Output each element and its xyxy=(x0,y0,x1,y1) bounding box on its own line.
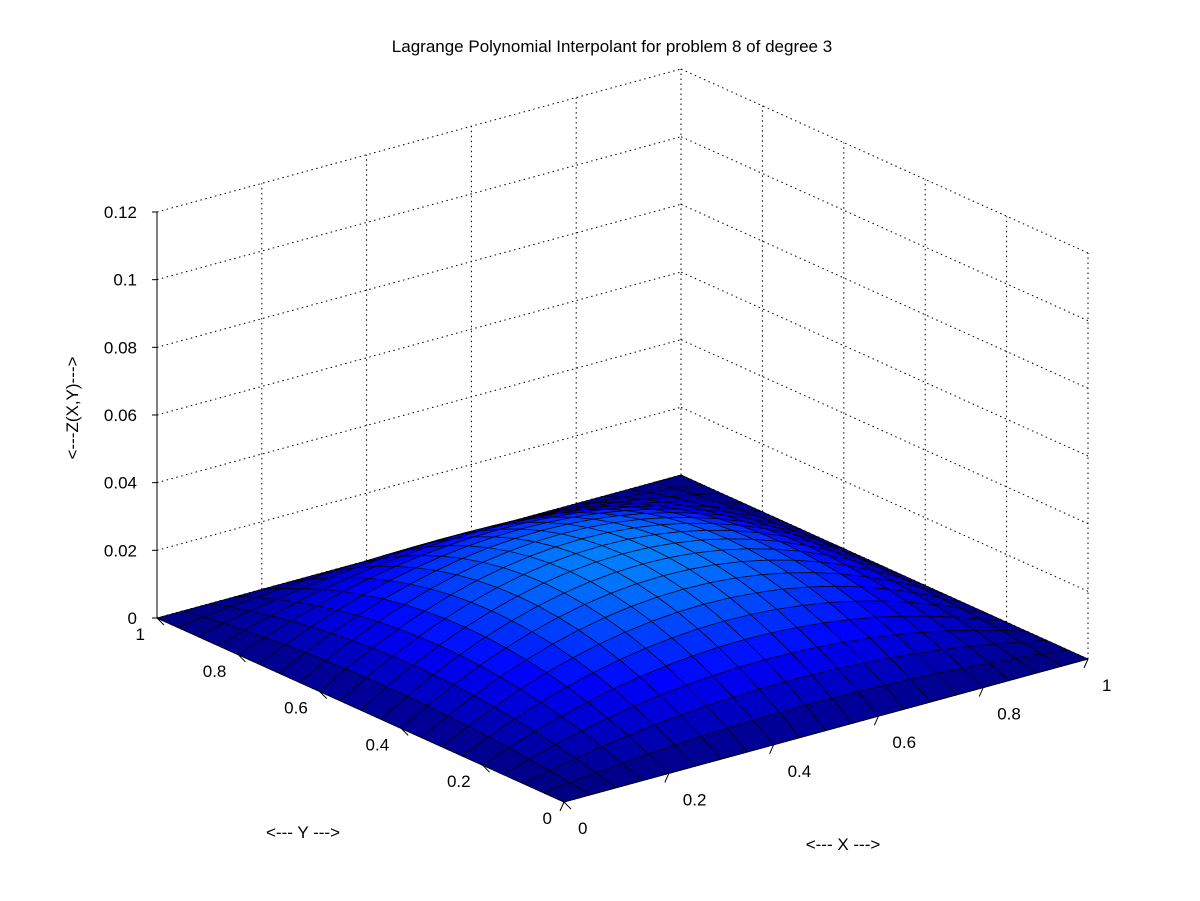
chart-title: Lagrange Polynomial Interpolant for prob… xyxy=(392,37,832,56)
grid-line xyxy=(156,203,682,348)
x-tick-mark xyxy=(664,773,670,783)
x-tick-mark xyxy=(559,801,565,812)
x-tick-label: 1 xyxy=(1102,676,1111,695)
y-tick-mark xyxy=(400,728,409,736)
y-axis-label: <--- Y ---> xyxy=(266,823,340,842)
y-tick-label: 0.4 xyxy=(366,735,390,754)
y-tick-mark xyxy=(482,764,490,773)
z-tick-label: 0.02 xyxy=(104,541,137,560)
tick-labels: 00.20.40.60.8100.20.40.60.8100.020.040.0… xyxy=(104,203,1112,838)
x-tick-mark xyxy=(769,744,775,755)
y-tick-label: 0.8 xyxy=(203,662,227,681)
y-tick-label: 1 xyxy=(136,625,145,644)
x-tick-label: 0 xyxy=(578,819,587,838)
y-tick-label: 0 xyxy=(543,809,552,828)
x-tick-mark xyxy=(1083,658,1089,669)
y-tick-label: 0.6 xyxy=(284,699,308,718)
z-tick-label: 0.04 xyxy=(104,474,137,493)
z-tick-label: 0.08 xyxy=(104,338,137,357)
y-tick-label: 0.2 xyxy=(447,772,471,791)
z-tick-label: 0.1 xyxy=(113,271,137,290)
y-tick-mark xyxy=(238,654,246,663)
grid-line xyxy=(156,406,682,551)
y-tick-mark xyxy=(156,617,165,626)
x-tick-mark xyxy=(978,687,984,697)
grid-line xyxy=(156,68,682,213)
x-tick-mark xyxy=(873,715,879,726)
grid-line xyxy=(156,339,682,484)
x-tick-label: 0.4 xyxy=(788,762,812,781)
grid-line xyxy=(156,136,682,281)
grid-line xyxy=(156,271,682,416)
surface xyxy=(156,474,1089,803)
x-axis-label: <--- X ---> xyxy=(806,835,881,854)
z-axis-label: <---Z(X,Y)---> xyxy=(63,356,82,459)
z-tick-label: 0 xyxy=(128,609,137,628)
surface-cell xyxy=(543,782,591,803)
y-tick-mark xyxy=(563,801,572,810)
x-tick-label: 0.2 xyxy=(683,790,707,809)
x-tick-label: 0.6 xyxy=(892,733,916,752)
z-tick-label: 0.12 xyxy=(104,203,137,222)
x-tick-label: 0.8 xyxy=(997,705,1021,724)
z-tick-label: 0.06 xyxy=(104,406,137,425)
y-tick-mark xyxy=(319,691,328,699)
